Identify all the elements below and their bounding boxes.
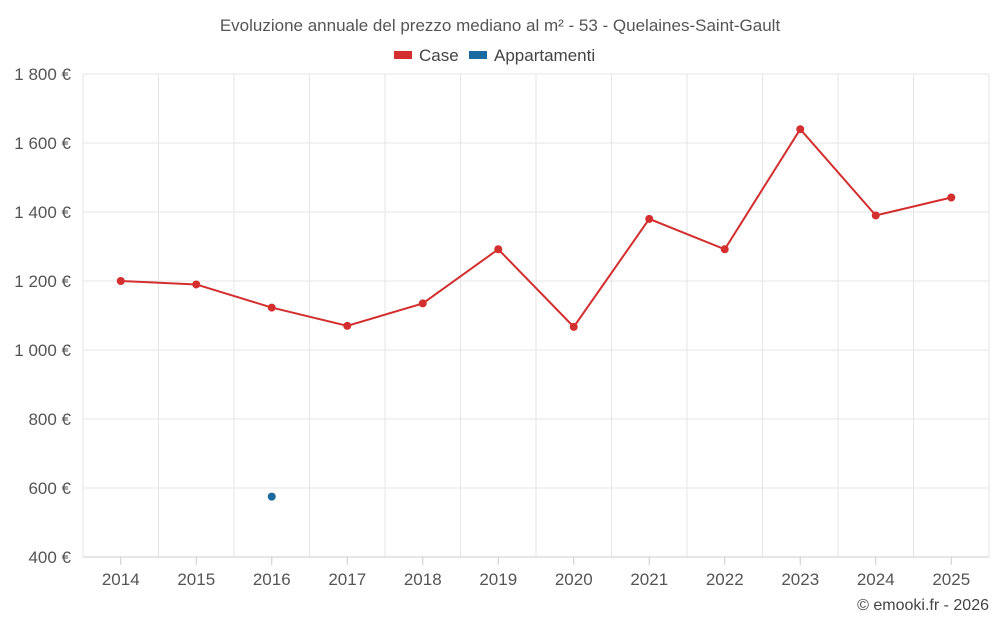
series [116,125,956,501]
x-tick-label: 2021 [630,570,668,589]
x-tick-label: 2024 [857,570,895,589]
x-tick-label: 2019 [479,570,517,589]
x-tick-label: 2025 [932,570,970,589]
x-tick-label: 2018 [404,570,442,589]
x-tick-label: 2020 [555,570,593,589]
x-tick-label: 2014 [102,570,140,589]
axes: 400 € 600 € 800 € 1 000 € 1 200 € 1 400 € 1 60… [14,65,989,589]
data-point-case[interactable] [343,321,352,330]
x-tick-label: 2015 [177,570,215,589]
data-point-case[interactable] [871,211,880,220]
y-tick-label: 1 800 € [14,65,71,84]
legend-item-case[interactable]: Case [394,46,459,65]
legend-swatch-case [394,51,412,59]
data-point-case[interactable] [116,277,125,285]
x-tick-label: 2016 [253,570,291,589]
y-tick-label: 600 € [28,479,71,498]
data-point-case[interactable] [645,214,654,223]
data-point-case[interactable] [494,245,503,254]
grid [82,73,990,557]
y-tick-label: 400 € [28,548,71,567]
x-tick-label: 2023 [781,570,819,589]
y-tick-label: 1 200 € [14,272,71,291]
y-tick-label: 800 € [28,410,71,429]
legend-label-case: Case [419,46,459,65]
data-point-case[interactable] [947,193,956,202]
credit-text: © emooki.fr - 2026 [857,597,989,614]
x-tick-label: 2022 [706,570,744,589]
data-point-appartamenti[interactable] [267,492,276,501]
data-point-case[interactable] [267,303,276,312]
data-point-case[interactable] [796,125,805,134]
legend: Case Appartamenti [394,46,595,65]
series-line-case [120,127,952,329]
legend-label-appartamenti: Appartamenti [494,46,595,65]
data-point-case[interactable] [720,245,729,254]
data-point-case[interactable] [418,299,427,308]
y-tick-label: 1 600 € [14,134,71,153]
legend-swatch-appartamenti [469,51,487,59]
data-point-case[interactable] [192,280,201,289]
y-tick-label: 1 000 € [14,341,71,360]
chart-title: Evoluzione annuale del prezzo mediano al… [220,16,781,35]
legend-item-appartamenti[interactable]: Appartamenti [469,46,595,65]
x-tick-label: 2017 [328,570,366,589]
data-point-case[interactable] [569,322,578,331]
y-tick-label: 1 400 € [14,203,71,222]
